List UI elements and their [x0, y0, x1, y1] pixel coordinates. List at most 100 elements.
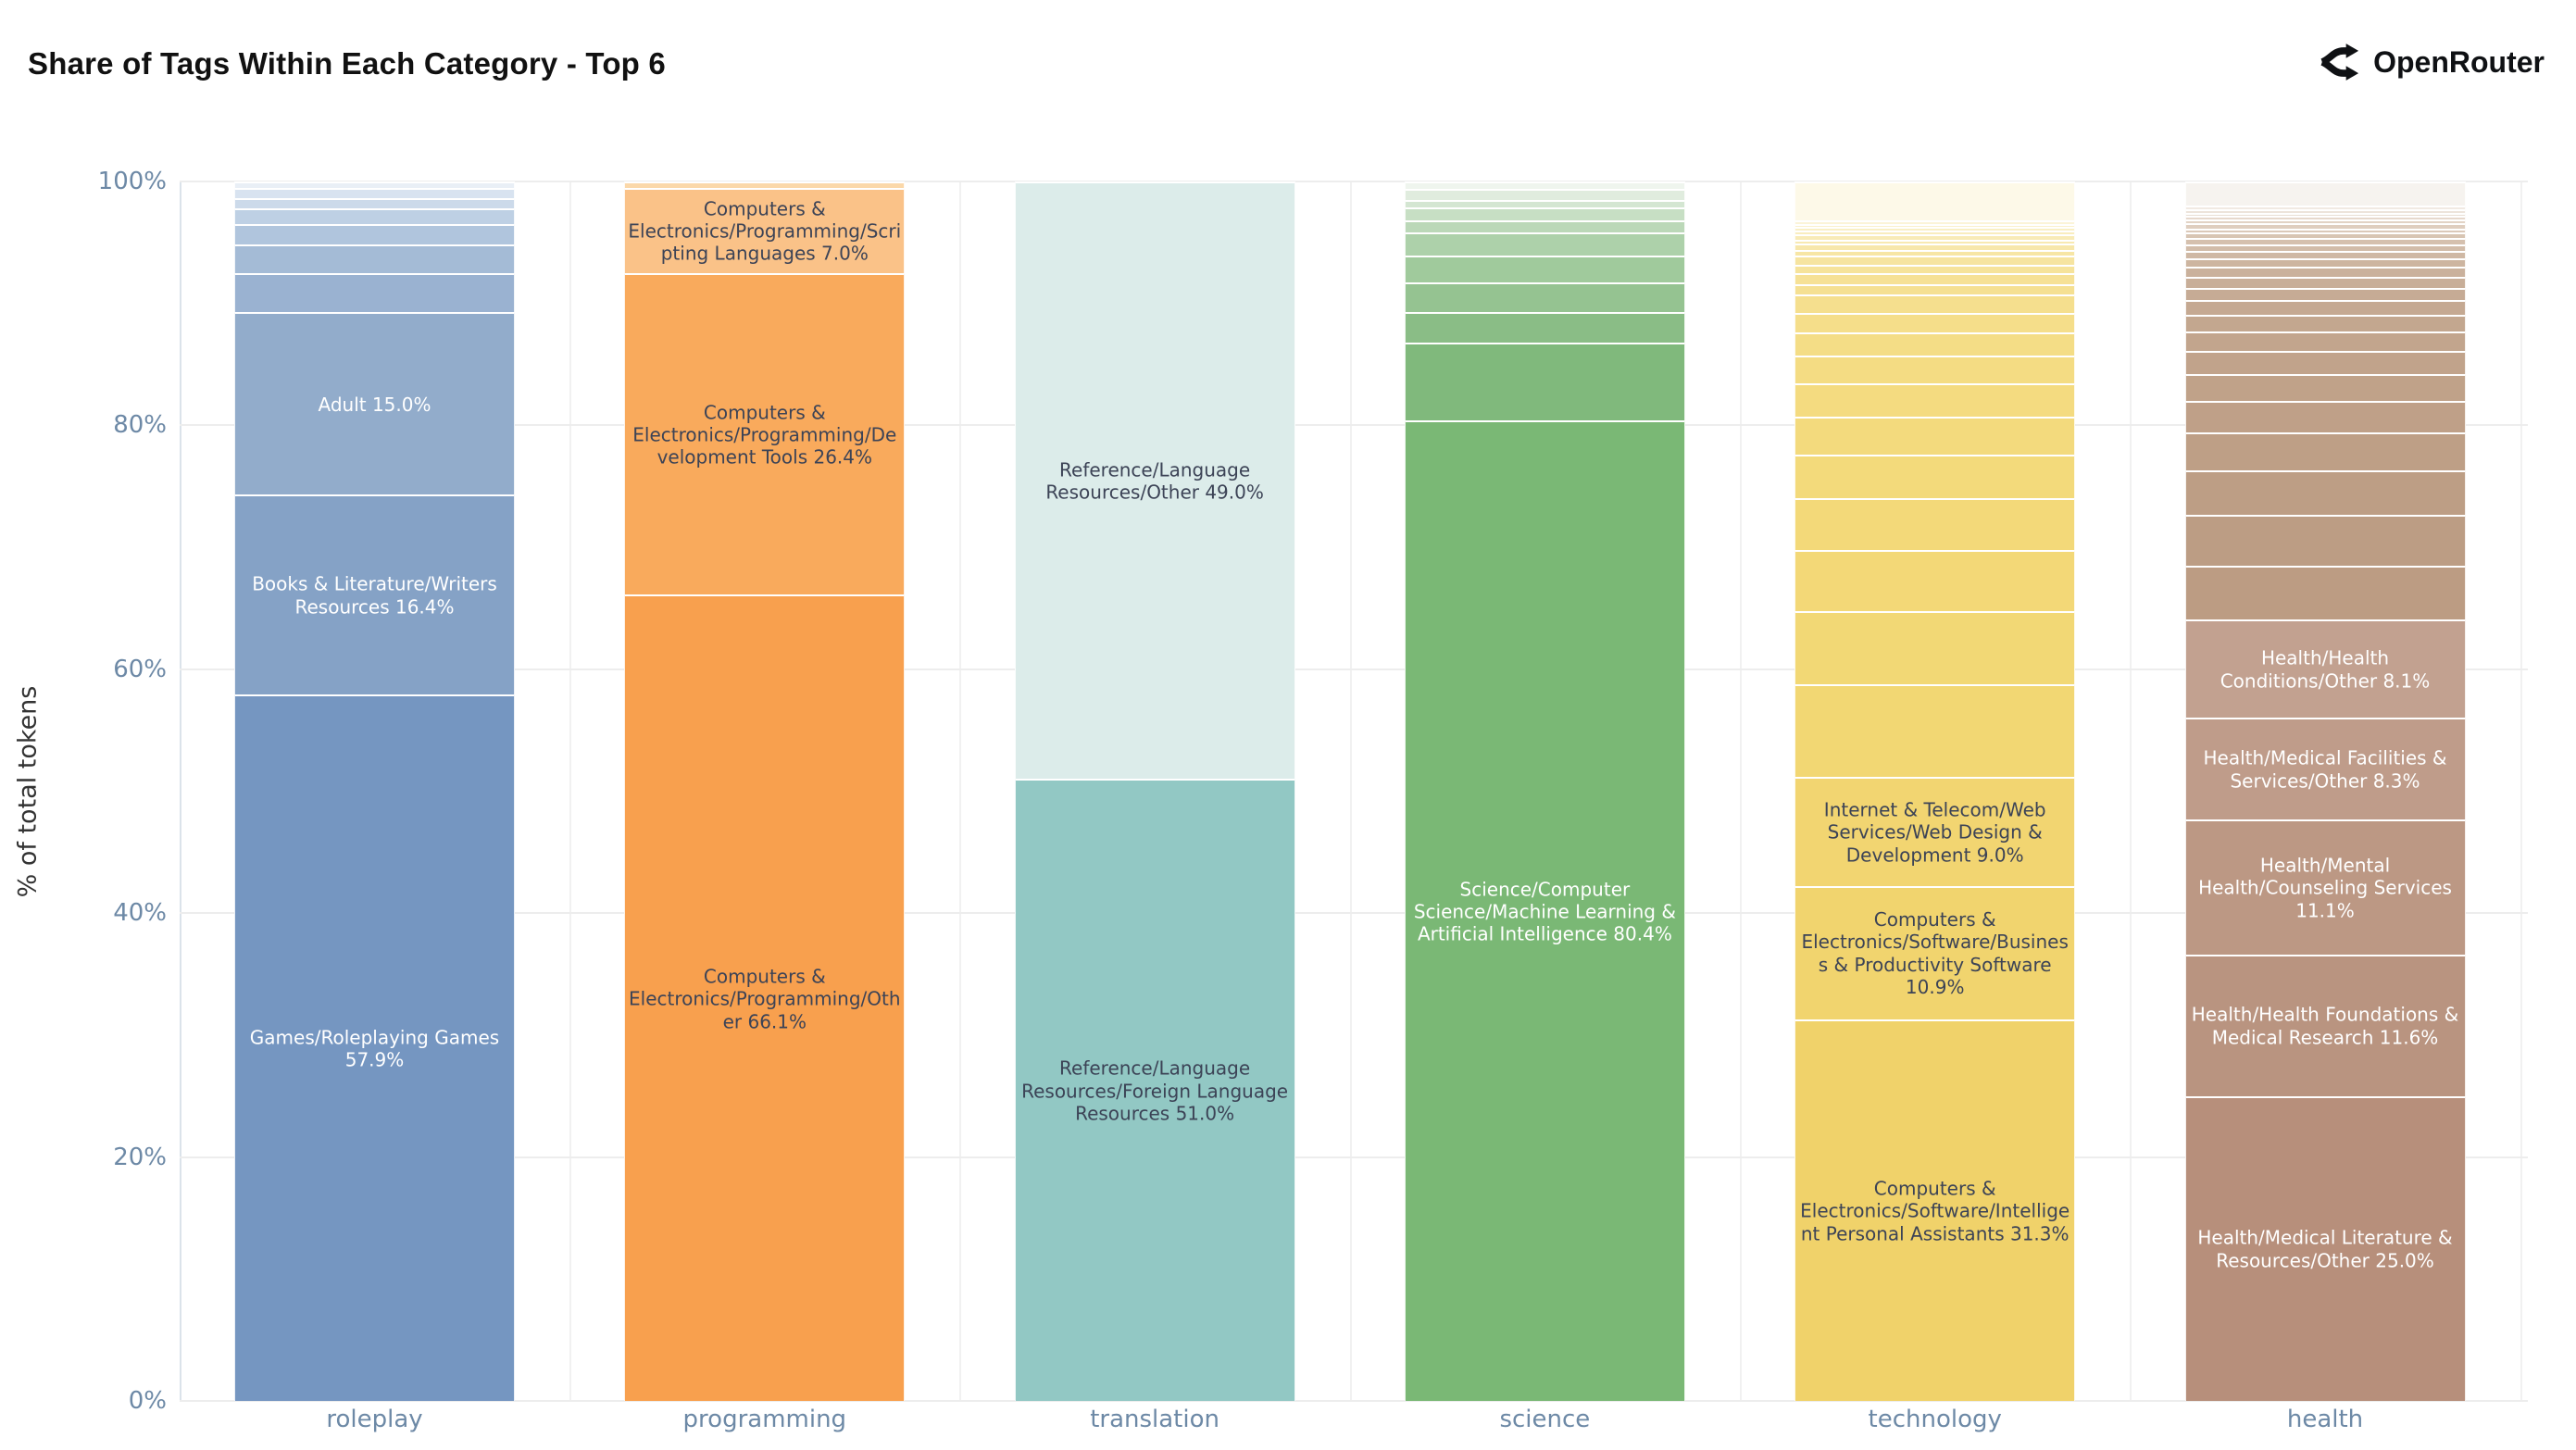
bar-segment[interactable]: [1794, 181, 2076, 221]
bar-segment[interactable]: Games/Roleplaying Games 57.9%: [234, 694, 515, 1401]
bar-segment[interactable]: [2184, 257, 2466, 268]
bar-segment[interactable]: [624, 181, 906, 188]
bar-segment[interactable]: Reference/Language Resources/Other 49.0%: [1014, 181, 1295, 780]
bar-segment[interactable]: [1794, 244, 2076, 251]
grid-line-v: [569, 181, 572, 1401]
bar-segment[interactable]: [1404, 282, 1685, 312]
page-title: Share of Tags Within Each Category - Top…: [28, 46, 666, 81]
bar-segment[interactable]: [2184, 206, 2466, 209]
bar-segment[interactable]: [2184, 223, 2466, 229]
bar-segment[interactable]: [2184, 228, 2466, 233]
bar-segment[interactable]: [2184, 287, 2466, 300]
x-category-label: technology: [1868, 1406, 2002, 1433]
bar-segment[interactable]: [1794, 313, 2076, 333]
bar-segment[interactable]: Health/Mental Health/Counseling Services…: [2184, 819, 2466, 955]
bar-segment[interactable]: [2184, 244, 2466, 252]
bar-segment[interactable]: [2184, 238, 2466, 244]
bar-segment[interactable]: Adult 15.0%: [234, 311, 515, 495]
bar-segment-label: Computers & Electronics/Programming/Scri…: [628, 197, 902, 265]
bar-segment[interactable]: [1794, 684, 2076, 777]
bar-segment[interactable]: [234, 198, 515, 208]
bar-segment[interactable]: Health/Health Conditions/Other 8.1%: [2184, 619, 2466, 719]
bar-segment[interactable]: [1794, 234, 2076, 240]
bar-segment[interactable]: Computers & Electronics/Software/Busines…: [1794, 886, 2076, 1019]
bar-segment[interactable]: [1404, 220, 1685, 233]
bar-segment[interactable]: Books & Literature/Writers Resources 16.…: [234, 494, 515, 695]
bar-segment[interactable]: [2184, 276, 2466, 288]
bar-segment[interactable]: [2184, 351, 2466, 375]
bar-segment[interactable]: Health/Health Foundations & Medical Rese…: [2184, 954, 2466, 1096]
bar-segment[interactable]: [2184, 514, 2466, 566]
grid-line-h: [180, 1400, 2528, 1402]
bar-segment[interactable]: [2184, 215, 2466, 220]
bar-segment[interactable]: [234, 272, 515, 312]
bar-segment[interactable]: [234, 207, 515, 225]
bar-segment[interactable]: [234, 224, 515, 245]
bar-segment[interactable]: Computers & Electronics/Programming/Deve…: [624, 272, 906, 595]
bar-segment[interactable]: [2184, 181, 2466, 206]
bar-segment[interactable]: [1794, 231, 2076, 235]
bar-segment[interactable]: [2184, 470, 2466, 515]
x-category-label: health: [2286, 1406, 2364, 1433]
bar-segment[interactable]: [1404, 206, 1685, 221]
bar-segment-label: Books & Literature/Writers Resources 16.…: [252, 573, 497, 619]
bar-segment[interactable]: [2184, 374, 2466, 402]
y-tick-label: 40%: [113, 899, 167, 928]
bar-segment[interactable]: [1794, 294, 2076, 314]
bar-segment[interactable]: [234, 187, 515, 199]
bar-segment[interactable]: [234, 181, 515, 188]
bar-segment-label: Games/Roleplaying Games 57.9%: [249, 1026, 500, 1071]
bar-segment[interactable]: [2184, 232, 2466, 239]
bar-segment[interactable]: [2184, 432, 2466, 471]
bar-segment[interactable]: [1794, 498, 2076, 551]
bar-segment[interactable]: Science/Computer Science/Machine Learnin…: [1404, 420, 1685, 1401]
bar-segment[interactable]: [1794, 255, 2076, 265]
bar-segment[interactable]: [1794, 455, 2076, 499]
bar-segment[interactable]: Computers & Electronics/Programming/Othe…: [624, 594, 906, 1401]
bar-segment[interactable]: [1404, 232, 1685, 256]
bar-segment[interactable]: [2184, 299, 2466, 315]
bar-segment[interactable]: Internet & Telecom/Web Services/Web Desi…: [1794, 776, 2076, 887]
bar-segment[interactable]: Computers & Electronics/Programming/Scri…: [624, 187, 906, 273]
bar-segment[interactable]: [2184, 219, 2466, 224]
bar-segment[interactable]: Health/Medical Facilities & Services/Oth…: [2184, 718, 2466, 819]
bar-segment[interactable]: [2184, 267, 2466, 277]
bar-segment[interactable]: [2184, 208, 2466, 213]
bar-segment[interactable]: [1794, 250, 2076, 256]
bar-segment[interactable]: [1794, 220, 2076, 225]
bar-segment[interactable]: [1794, 356, 2076, 383]
bar-segment[interactable]: [234, 244, 515, 273]
bar-segment[interactable]: [1794, 550, 2076, 612]
x-category-label: programming: [682, 1406, 847, 1433]
bar-segment[interactable]: [1404, 199, 1685, 207]
bar-segment[interactable]: [1794, 611, 2076, 685]
bar-segment[interactable]: [1794, 273, 2076, 284]
bar-segment[interactable]: [1404, 256, 1685, 283]
bar-segment[interactable]: [1404, 188, 1685, 200]
grid-line-h: [180, 668, 2528, 670]
bar-segment[interactable]: [2184, 401, 2466, 433]
bar-segment[interactable]: [1794, 224, 2076, 228]
bar-segment[interactable]: [1794, 332, 2076, 356]
bar-segment[interactable]: [2184, 251, 2466, 258]
y-tick-label: 0%: [128, 1387, 167, 1415]
bar-segment[interactable]: Computers & Electronics/Software/Intelli…: [1794, 1019, 2076, 1401]
bar-segment[interactable]: [1404, 181, 1685, 189]
bar-segment[interactable]: [2184, 212, 2466, 216]
bar-segment[interactable]: [1794, 264, 2076, 274]
bar-segment[interactable]: [1794, 239, 2076, 244]
bar-segment[interactable]: Health/Medical Literature & Resources/Ot…: [2184, 1095, 2466, 1401]
bar-segment-label: Science/Computer Science/Machine Learnin…: [1413, 877, 1676, 945]
bar-segment[interactable]: [2184, 331, 2466, 352]
bar-segment[interactable]: [1794, 417, 2076, 455]
bar-segment[interactable]: [1404, 342, 1685, 421]
bar-segment[interactable]: [1794, 382, 2076, 418]
y-axis-line: [179, 181, 181, 1401]
bar-segment[interactable]: [1794, 227, 2076, 231]
bar-segment[interactable]: [1794, 283, 2076, 295]
bar-segment[interactable]: Reference/Language Resources/Foreign Lan…: [1014, 779, 1295, 1401]
bar-segment[interactable]: [2184, 314, 2466, 331]
bar-segment[interactable]: [1404, 311, 1685, 343]
grid-line-v: [2520, 181, 2522, 1401]
bar-segment[interactable]: [2184, 565, 2466, 619]
